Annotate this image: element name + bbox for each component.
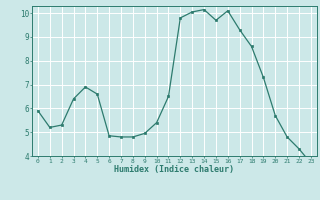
X-axis label: Humidex (Indice chaleur): Humidex (Indice chaleur) [115, 165, 234, 174]
